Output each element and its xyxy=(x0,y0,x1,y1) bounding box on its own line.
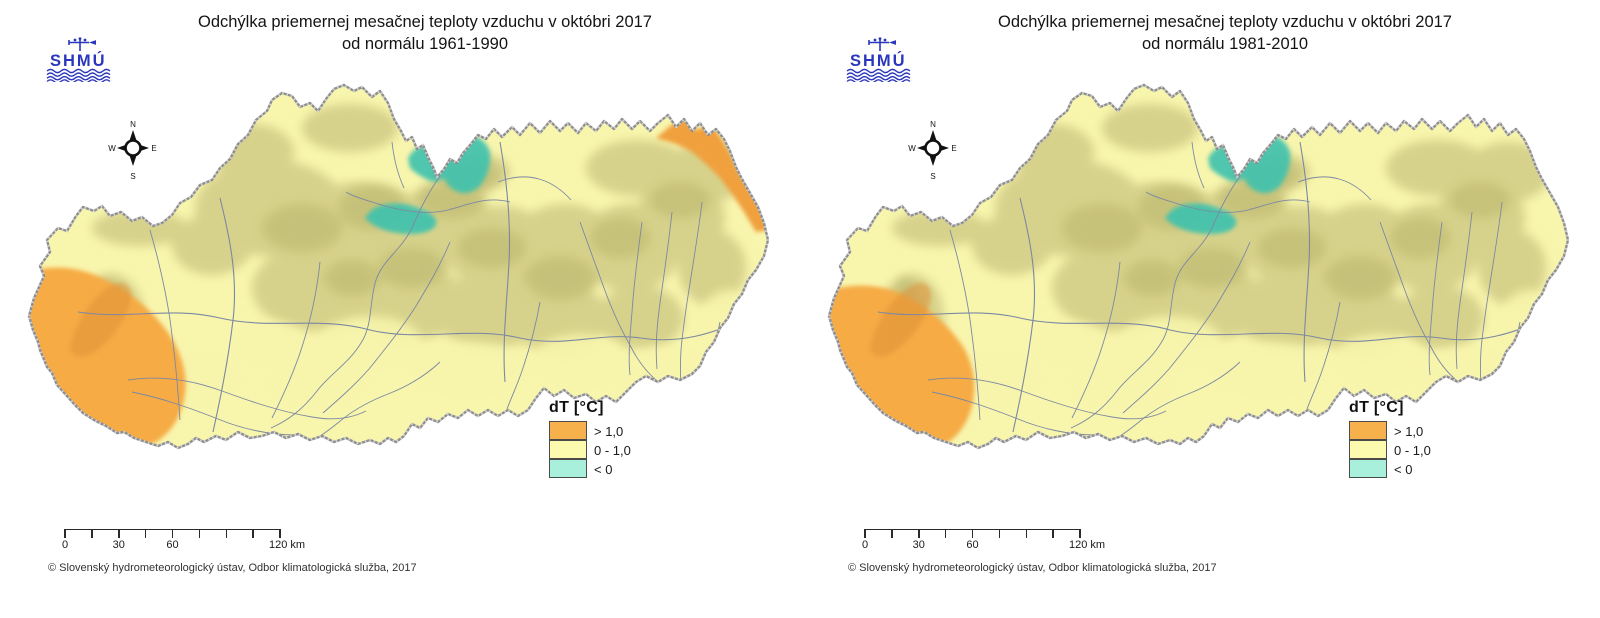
scale-bar-tick xyxy=(864,529,866,538)
legend-label: > 1,0 xyxy=(594,424,624,439)
copyright-text: © Slovenský hydrometeorologický ústav, O… xyxy=(48,562,417,574)
region-southwest-ridge-shade xyxy=(70,282,132,356)
legend-title: dT [°C] xyxy=(549,399,604,416)
legend-swatch-cyan xyxy=(1349,459,1387,479)
scale-bar-label: 0 xyxy=(861,539,869,551)
scale-bar: 0 30 60 120 km xyxy=(61,529,305,555)
map-legend: dT [°C] > 1,0 0 - 1,0 < 0 xyxy=(549,399,631,479)
region-southwest-ridge-shade xyxy=(870,282,932,356)
slovakia-map xyxy=(827,83,1570,450)
legend-swatch-orange xyxy=(1349,421,1387,441)
scale-bar-tick xyxy=(252,529,254,538)
legend-label: < 0 xyxy=(594,462,613,477)
legend-swatch-yellow xyxy=(549,440,587,460)
weather-vane-icon xyxy=(868,37,896,51)
scale-bar-tick xyxy=(998,529,1001,538)
compass-rose: N S W E xyxy=(108,120,156,180)
shmu-logo: SHMÚ xyxy=(846,37,911,82)
scale-bar-tick xyxy=(118,529,120,538)
scale-bar-tick xyxy=(198,529,201,538)
legend-item: > 1,0 xyxy=(1349,421,1431,441)
legend-swatch-yellow xyxy=(1349,440,1387,460)
region-northeast-warm-anomaly xyxy=(656,118,768,232)
scale-bar-tick xyxy=(971,529,974,538)
scale-bar-label: 60 xyxy=(966,539,979,551)
copyright-text: © Slovenský hydrometeorologický ústav, O… xyxy=(848,562,1217,574)
slovakia-map xyxy=(27,83,770,450)
legend-item: 0 - 1,0 xyxy=(549,440,631,460)
scale-bar-tick xyxy=(1079,529,1081,538)
compass-s-label: S xyxy=(930,172,935,180)
scale-bar: 0 30 60 120 km xyxy=(861,529,1105,555)
compass-n-label: N xyxy=(930,120,936,129)
map-title-line1: Odchýlka priemernej mesačnej teploty vzd… xyxy=(198,13,652,31)
scale-bar-tick xyxy=(1025,529,1027,538)
scale-bar-tick xyxy=(279,529,281,538)
scale-bar-label: 30 xyxy=(112,539,125,551)
compass-n-label: N xyxy=(130,120,136,129)
weather-vane-icon xyxy=(68,37,96,51)
compass-e-label: E xyxy=(951,144,956,153)
legend-label: 0 - 1,0 xyxy=(594,443,631,458)
map-title: Odchýlka priemernej mesačnej teploty vzd… xyxy=(25,11,825,55)
scale-bar-tick xyxy=(171,529,174,538)
scale-bar-label: 0 xyxy=(61,539,69,551)
map-legend: dT [°C] > 1,0 0 - 1,0 < 0 xyxy=(1349,399,1431,479)
map-panel-left: Odchýlka priemernej mesačnej teploty vzd… xyxy=(27,13,770,574)
region-central-cold-anomaly xyxy=(365,203,437,234)
legend-swatch-cyan xyxy=(549,459,587,479)
legend-item: < 0 xyxy=(1349,459,1431,479)
logo-waves-icon xyxy=(46,68,111,82)
logo-waves-icon xyxy=(846,68,911,82)
scale-bar-tick xyxy=(1052,529,1054,538)
scale-bar-label: 60 xyxy=(166,539,179,551)
scale-bar-tick xyxy=(91,529,93,538)
scale-bar-tick xyxy=(144,529,147,538)
map-title-line1: Odchýlka priemernej mesačnej teploty vzd… xyxy=(998,13,1452,31)
compass-w-label: W xyxy=(108,144,116,153)
rivers-and-boundaries xyxy=(877,141,1545,440)
scale-bar-tick xyxy=(918,529,920,538)
scale-bar-label: 120 km xyxy=(269,539,306,551)
legend-label: 0 - 1,0 xyxy=(1394,443,1431,458)
compass-rose: N S W E xyxy=(908,120,956,180)
legend-item: < 0 xyxy=(549,459,631,479)
legend-item: 0 - 1,0 xyxy=(1349,440,1431,460)
compass-w-label: W xyxy=(908,144,916,153)
scale-bar-label: 30 xyxy=(912,539,925,551)
logo-text: SHMÚ xyxy=(50,51,107,70)
map-title-line2: od normálu 1981-2010 xyxy=(1141,35,1309,53)
legend-label: < 0 xyxy=(1394,462,1413,477)
scale-bar-tick xyxy=(225,529,227,538)
legend-swatch-orange xyxy=(549,421,587,441)
map-title: Odchýlka priemernej mesačnej teploty vzd… xyxy=(825,11,1600,55)
scale-bar-label: 120 km xyxy=(1069,539,1106,551)
rivers-and-boundaries xyxy=(77,141,745,440)
logo-text: SHMÚ xyxy=(850,51,907,70)
compass-e-label: E xyxy=(151,144,156,153)
legend-item: > 1,0 xyxy=(549,421,631,441)
map-panel-right: Odchýlka priemernej mesačnej teploty vzd… xyxy=(800,0,1600,618)
legend-title: dT [°C] xyxy=(1349,399,1404,416)
scale-bar-tick xyxy=(944,529,947,538)
shmu-logo: SHMÚ xyxy=(46,37,111,82)
legend-label: > 1,0 xyxy=(1394,424,1424,439)
region-central-cold-anomaly xyxy=(1165,203,1237,234)
scale-bar-tick xyxy=(891,529,893,538)
compass-s-label: S xyxy=(130,172,135,180)
scale-bar-tick xyxy=(64,529,66,538)
map-title-line2: od normálu 1961-1990 xyxy=(341,35,509,53)
